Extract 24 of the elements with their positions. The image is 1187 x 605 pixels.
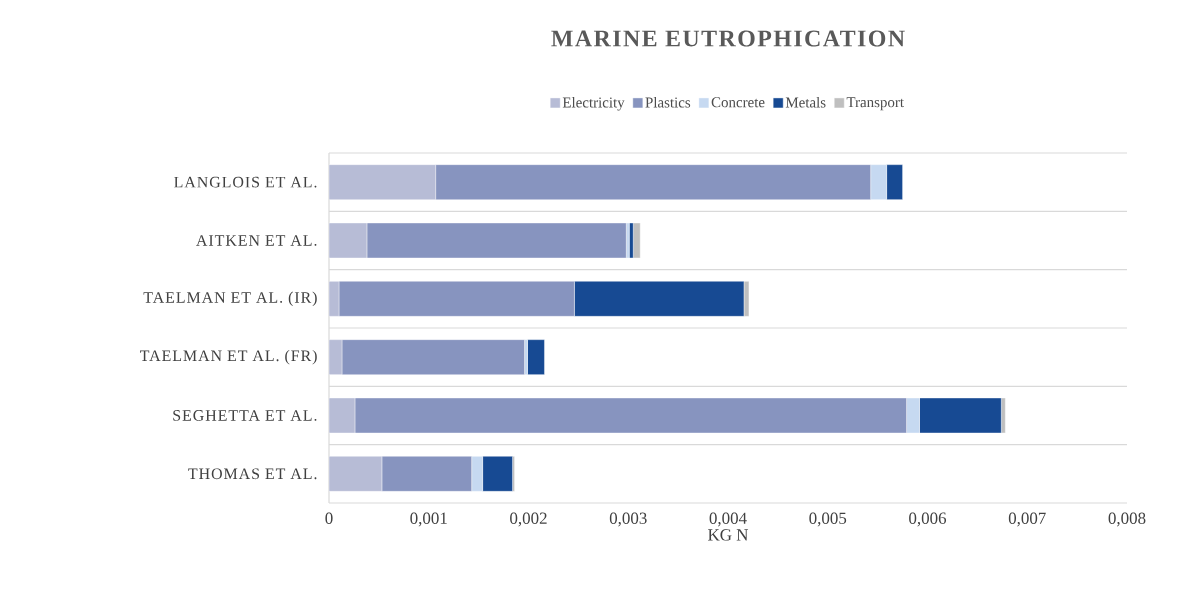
x-tick-label: 0,002 (510, 512, 547, 527)
x-tick-label: 0,005 (809, 512, 847, 527)
legend-label: Concrete (711, 97, 765, 108)
y-tick-label: TAELMAN ET AL. (FR) (140, 349, 317, 365)
y-tick-label: AITKEN ET AL. (196, 235, 317, 246)
x-tick-label: 0,001 (410, 512, 447, 527)
y-tick-label: TAELMAN ET AL. (IR) (143, 291, 317, 307)
bar (633, 222, 641, 259)
y-tick-label: THOMAS ET AL. (188, 468, 317, 480)
x-tick-label: 0,006 (909, 512, 947, 527)
x-tick-label: 0,007 (1008, 512, 1046, 527)
x-tick-label: 0,008 (1108, 512, 1146, 527)
x-tick-label: 0,003 (609, 512, 647, 527)
legend-label: Transport (846, 97, 904, 111)
x-tick-label: 0 (325, 512, 333, 524)
chart-title: MARINE EUTROPHICATION (551, 30, 905, 47)
y-tick-label: LANGLOIS ET AL. (174, 176, 317, 188)
legend-label: Metals (785, 97, 826, 108)
x-tick-label: 0,004 (709, 512, 747, 527)
x-axis-title: KG N (708, 529, 749, 541)
legend-label: Plastics (645, 97, 691, 108)
bar (527, 339, 545, 375)
y-tick-label: SEGHETTA ET AL. (173, 410, 317, 421)
legend-label: Electricity (562, 97, 625, 111)
